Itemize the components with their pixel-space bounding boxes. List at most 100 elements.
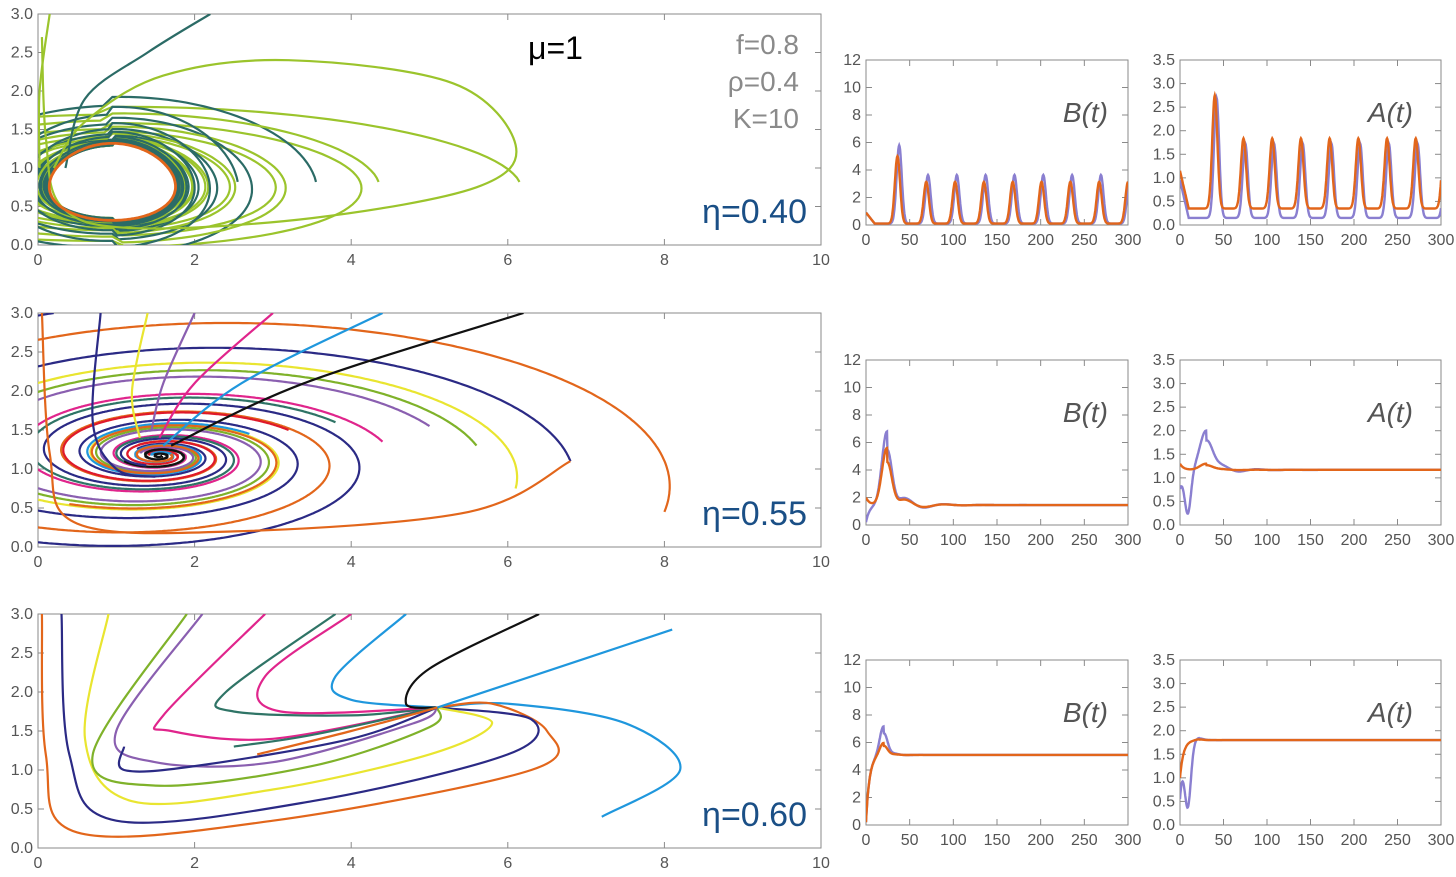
b2-ytick-label: 4 xyxy=(852,462,861,479)
b-timeseries-3: 0 50 100 150 200 250 300 0 2 4 6 8 10 12 B(t) xyxy=(843,652,1141,849)
b3-xtick-label: 150 xyxy=(984,832,1011,849)
param-label: ρ=0.4 xyxy=(728,66,799,97)
phase-portrait-3: 0 2 4 6 8 10 0.0 0.5 1.0 1.5 2.0 2.5 3.0 η=0.60 xyxy=(11,606,830,872)
phase-portrait-2: 0 2 4 6 8 10 0.0 0.5 1.0 1.5 2.0 2.5 3.0 η=0.55 xyxy=(11,305,830,571)
a-timeseries-2: 0 50 100 150 200 250 300 0.0 0.5 1.0 1.5 2.0 2.5 3.0 3… xyxy=(1153,352,1455,549)
b-series-line xyxy=(866,153,1128,225)
a3-xtick-label: 100 xyxy=(1254,832,1281,849)
a2-ytick-label: 1.5 xyxy=(1153,446,1175,463)
b-series-line xyxy=(866,741,1128,823)
b-timeseries-2: 0 50 100 150 200 250 300 0 2 4 6 8 10 12 B(t) xyxy=(843,352,1141,549)
b1-xtick-label: 300 xyxy=(1115,232,1142,249)
phase1-ytick-label: 0.0 xyxy=(11,237,33,254)
b3-ytick-label: 6 xyxy=(852,735,861,752)
b-series-line xyxy=(866,446,1128,509)
a1-xtick-label: 250 xyxy=(1384,232,1411,249)
b3-ytick-label: 4 xyxy=(852,762,861,779)
b-label: B(t) xyxy=(1063,697,1108,728)
b1-ytick-label: 6 xyxy=(852,135,861,152)
b2-xtick-label: 100 xyxy=(940,532,967,549)
phase-trajectory xyxy=(113,614,439,768)
b3-frame xyxy=(865,659,1129,826)
a-label: A(t) xyxy=(1366,397,1413,428)
a2-xtick-label: 300 xyxy=(1428,532,1455,549)
a2-xtick-label: 0 xyxy=(1176,532,1185,549)
a2-ytick-label: 0.0 xyxy=(1153,517,1175,534)
b3-xtick-label: 250 xyxy=(1071,832,1098,849)
phase-trajectory xyxy=(38,14,51,169)
phase-trajectory xyxy=(38,369,478,507)
a1-xtick-label: 50 xyxy=(1215,232,1233,249)
b1-ytick-label: 0 xyxy=(852,217,861,234)
phase-trajectory xyxy=(38,105,239,245)
phase3-ytick-label: 1.5 xyxy=(11,723,33,740)
phase1-xtick-label: 10 xyxy=(812,252,830,269)
phase1-ytick-label: 3.0 xyxy=(11,6,33,23)
phase-trajectory xyxy=(38,321,671,534)
phase-trajectory xyxy=(38,313,361,547)
a1-ytick-label: 2.5 xyxy=(1153,99,1175,116)
a3-ytick-label: 2.0 xyxy=(1153,723,1175,740)
a2-xtick-label: 50 xyxy=(1215,532,1233,549)
phase-trajectory xyxy=(91,313,156,478)
phase1-ytick-label: 1.0 xyxy=(11,160,33,177)
b2-ytick-label: 10 xyxy=(843,380,861,397)
phase1-ytick-label: 2.0 xyxy=(11,83,33,100)
b-series-line xyxy=(866,429,1128,523)
phase3-ytick-label: 0.5 xyxy=(11,801,33,818)
phase2-xtick-label: 2 xyxy=(190,554,199,571)
a2-ytick-label: 1.0 xyxy=(1153,470,1175,487)
phase-trajectories xyxy=(40,614,682,838)
a-timeseries-1: 0 50 100 150 200 250 300 0.0 0.5 1.0 1.5 2.0 2.5 3.0 3… xyxy=(1153,52,1455,249)
b2-xtick-label: 300 xyxy=(1115,532,1142,549)
a-series-line xyxy=(1180,462,1441,472)
b2-ytick-label: 6 xyxy=(852,435,861,452)
phase-trajectory xyxy=(170,313,524,447)
phase-trajectory xyxy=(214,614,438,717)
a3-frame xyxy=(1179,659,1442,826)
eta-label: η=0.40 xyxy=(702,193,807,231)
phase3-ytick-label: 2.0 xyxy=(11,684,33,701)
phase-trajectory xyxy=(150,313,196,431)
a2-ytick-label: 0.5 xyxy=(1153,493,1175,510)
b1-xtick-label: 250 xyxy=(1071,232,1098,249)
a2-ytick-label: 3.5 xyxy=(1153,352,1175,369)
phase2-xtick-label: 8 xyxy=(660,554,669,571)
eta-label: η=0.55 xyxy=(702,495,807,533)
a1-ytick-label: 1.0 xyxy=(1153,170,1175,187)
b1-ytick-label: 10 xyxy=(843,80,861,97)
phase-trajectory xyxy=(38,361,519,511)
phase-trajectory xyxy=(38,346,572,520)
a3-xtick-label: 200 xyxy=(1341,832,1368,849)
a-series-line xyxy=(1180,90,1441,210)
mu-label: μ=1 xyxy=(528,30,583,66)
a1-xtick-label: 0 xyxy=(1176,232,1185,249)
phase-trajectory xyxy=(330,614,438,709)
phase-trajectory xyxy=(117,706,438,773)
phase-trajectory xyxy=(130,313,149,439)
a1-xtick-label: 100 xyxy=(1254,232,1281,249)
a-series-group xyxy=(1180,736,1441,810)
param-label: K=10 xyxy=(733,103,799,134)
phase-trajectory xyxy=(83,614,494,806)
phase2-ytick-label: 3.0 xyxy=(11,305,33,322)
phase3-xtick-label: 10 xyxy=(812,855,830,872)
b1-xtick-label: 50 xyxy=(901,232,919,249)
b-series-group xyxy=(866,141,1128,225)
b2-ytick-label: 2 xyxy=(852,490,861,507)
a-timeseries-3: 0 50 100 150 200 250 300 0.0 0.5 1.0 1.5 2.0 2.5 3.0 3… xyxy=(1153,652,1455,849)
phase-trajectories xyxy=(38,14,521,245)
b-label: B(t) xyxy=(1063,97,1108,128)
b3-xtick-label: 50 xyxy=(901,832,919,849)
b2-xtick-label: 150 xyxy=(984,532,1011,549)
phase1-xtick-label: 4 xyxy=(347,252,356,269)
b-timeseries-1: 0 50 100 150 200 250 300 0 2 4 6 8 10 12 B(t) xyxy=(843,52,1141,249)
b2-xtick-label: 200 xyxy=(1027,532,1054,549)
a3-ytick-label: 0.5 xyxy=(1153,793,1175,810)
a-series-line xyxy=(1180,738,1441,779)
phase2-ytick-label: 2.0 xyxy=(11,383,33,400)
b-label: B(t) xyxy=(1063,397,1108,428)
phase-trajectory xyxy=(40,313,571,535)
phase-trajectory xyxy=(162,313,383,447)
a3-ytick-label: 3.5 xyxy=(1153,652,1175,669)
